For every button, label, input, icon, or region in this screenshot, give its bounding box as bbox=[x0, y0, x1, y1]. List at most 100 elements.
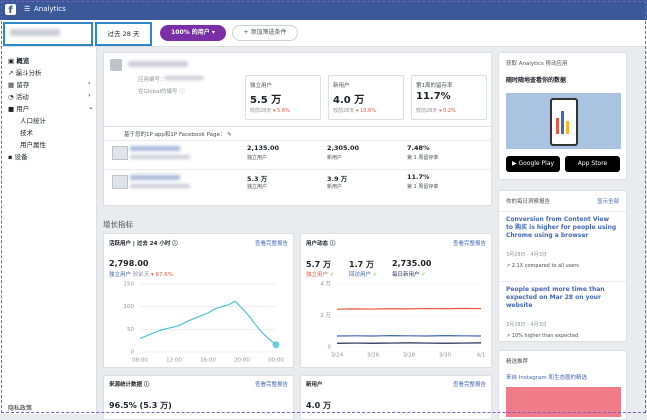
card-title: 获取 Analytics 移动应用 bbox=[506, 59, 567, 67]
metric-label-text: 每日新用户 bbox=[392, 272, 420, 278]
row-label: 独立用户 bbox=[247, 154, 267, 161]
row-label: 新用户 bbox=[327, 183, 342, 190]
card-title: 你的每日洞察报告 bbox=[506, 197, 550, 205]
nav-subitem[interactable]: 用户属性 bbox=[20, 139, 46, 149]
app-store-button[interactable]: App Store bbox=[565, 156, 620, 172]
insight-result-text: 2.1X compared to all users bbox=[512, 263, 579, 269]
x-tick-label: 20:00 bbox=[234, 358, 250, 364]
stat-value: 5.5 万 bbox=[250, 91, 281, 106]
overview-card: 应用编号： 在Global的编号 ⓘ 基于您的1P app和1P Faceboo… bbox=[103, 52, 492, 206]
segment-text: 100% 的用户 bbox=[171, 29, 210, 36]
global-id-text: 在Global的编号 bbox=[138, 89, 178, 95]
nav-item[interactable]: ◔ 活动› bbox=[8, 91, 29, 101]
change-text: 0.2% bbox=[443, 108, 456, 114]
row-value: 2,135.00 bbox=[247, 144, 279, 152]
nav-label: 概览 bbox=[16, 57, 29, 65]
card-title-text: 来源统计数据 bbox=[109, 382, 142, 388]
row-label: 第 1 周留存率 bbox=[407, 183, 438, 190]
y-tick-label: 2 万 bbox=[320, 312, 331, 319]
row-value: 2,305.00 bbox=[327, 144, 359, 152]
phone-illustration bbox=[550, 98, 578, 146]
y-tick-label: 0 bbox=[328, 345, 332, 351]
stat-value: 4.0 万 bbox=[333, 91, 364, 106]
y-tick-label: 4 万 bbox=[320, 281, 331, 288]
metric-label: 回访用户 ✓ bbox=[349, 270, 377, 278]
sidebar: ▣ 概览 ↗ 漏斗分析 ▦ 留存› ◔ 活动› ■ 用户⌄ 人口统计 技术 用户… bbox=[0, 47, 97, 414]
row-label: 新用户 bbox=[327, 154, 342, 161]
google-play-button[interactable]: ▶ Google Play bbox=[506, 156, 560, 172]
mobile-app-card: 获取 Analytics 移动应用 随时随地查看你的数据 ▶ Google Pl… bbox=[498, 52, 627, 180]
segment-pill[interactable]: 100% 的用户 ▾ bbox=[160, 25, 226, 41]
nav-label: 漏斗分析 bbox=[16, 69, 42, 77]
stat-change: 较前28天 ▾ 10.6% bbox=[333, 107, 376, 114]
nav-item[interactable]: ■ 用户⌄ bbox=[8, 103, 29, 113]
stat-value: 11.7% bbox=[416, 91, 451, 102]
card-link[interactable]: 显示全部 bbox=[597, 197, 619, 205]
insight-result-text: 10% higher than expected bbox=[512, 333, 578, 339]
nav-item[interactable]: ▦ 留存› bbox=[8, 79, 29, 89]
card-title: 新用户 bbox=[306, 380, 323, 388]
nav-subitem[interactable]: 人口统计 bbox=[20, 115, 46, 125]
blurred-text bbox=[130, 155, 190, 159]
change-text: 10.6% bbox=[360, 108, 376, 114]
privacy-link[interactable]: 隐私政策 bbox=[8, 403, 32, 412]
app-name: Analytics bbox=[34, 5, 66, 13]
card-subtitle: 随时随地查看你的数据 bbox=[506, 75, 566, 84]
x-tick-label: 3/26 bbox=[367, 353, 380, 359]
blurred-text bbox=[164, 76, 204, 80]
row-label: 独立用户 bbox=[247, 183, 267, 190]
blurred-text bbox=[130, 184, 190, 188]
y-tick-label: 0 bbox=[131, 350, 135, 356]
menu-icon[interactable]: ☰ bbox=[24, 5, 30, 13]
add-filter[interactable]: + 添加筛选条件 bbox=[232, 25, 298, 41]
card-subtitle[interactable]: 来自 Instagram 和生态圈的精选 bbox=[506, 373, 587, 381]
insights-card: 你的每日洞察报告 显示全部 Conversion from Content Vi… bbox=[498, 190, 627, 342]
blurred-text bbox=[128, 61, 188, 67]
card-link[interactable]: 查看完整报告 bbox=[255, 380, 288, 388]
blurred-text bbox=[130, 175, 180, 180]
card-title: 来源统计数据 ⓘ bbox=[109, 380, 149, 388]
row-value: 11.7% bbox=[407, 173, 430, 181]
insight-result: ↗ 10% higher than expected bbox=[506, 333, 578, 339]
metric-value: 5.7 万 bbox=[306, 259, 331, 270]
x-tick-label: 4/1 bbox=[477, 353, 486, 359]
x-tick-label: 3/24 bbox=[331, 353, 344, 359]
blurred-text bbox=[130, 146, 180, 151]
facebook-logo[interactable]: f bbox=[5, 4, 16, 15]
insight-text: Conversion from Content View to 购买 is hi… bbox=[506, 216, 618, 240]
nav-subitem[interactable]: 技术 bbox=[20, 127, 33, 137]
compare-text: 较前28天 bbox=[250, 108, 271, 114]
row-divider bbox=[104, 140, 491, 141]
nav-item[interactable]: ↗ 漏斗分析 bbox=[8, 67, 42, 77]
add-filter-text: 添加筛选条件 bbox=[250, 29, 286, 36]
stat-label: 独立用户 bbox=[250, 81, 272, 89]
global-id-label: 在Global的编号 ⓘ bbox=[138, 87, 185, 95]
nav-item[interactable]: ▪ 设备 bbox=[8, 151, 27, 161]
card-link[interactable]: 查看完整报告 bbox=[453, 380, 486, 388]
metric-label-text: 独立用户 bbox=[306, 272, 328, 278]
promo-image bbox=[506, 93, 621, 149]
y-tick-label: 50 bbox=[127, 327, 134, 333]
change: ▾ 10.6% bbox=[354, 108, 376, 114]
check-icon: ✓ bbox=[420, 272, 426, 278]
date-range[interactable]: 过去 28 天 bbox=[95, 22, 152, 46]
blurred-app-name bbox=[10, 29, 60, 36]
item-divider bbox=[499, 281, 626, 282]
insight-text: People spent more time than expected on … bbox=[506, 286, 618, 310]
based-on-text: 基于您的1P app和1P Facebook Page： bbox=[124, 132, 225, 138]
metric-label: 每日新用户 ✓ bbox=[392, 270, 426, 278]
line-series bbox=[337, 308, 481, 309]
insight-result: ↗ 2.1X compared to all users bbox=[506, 263, 579, 269]
card-title: 精选推荐 bbox=[506, 357, 528, 365]
check-icon: ✓ bbox=[328, 272, 334, 278]
illustration-bar bbox=[556, 118, 559, 134]
nav-item[interactable]: ▣ 概览 bbox=[8, 55, 29, 65]
change: ▾ 0.2% bbox=[437, 108, 455, 114]
based-on: 基于您的1P app和1P Facebook Page： ✎ bbox=[124, 130, 232, 138]
featured-card: 精选推荐 来自 Instagram 和生态圈的精选 bbox=[498, 350, 627, 420]
end-point bbox=[273, 341, 280, 348]
row-label: 第 1 周留存率 bbox=[407, 154, 438, 161]
